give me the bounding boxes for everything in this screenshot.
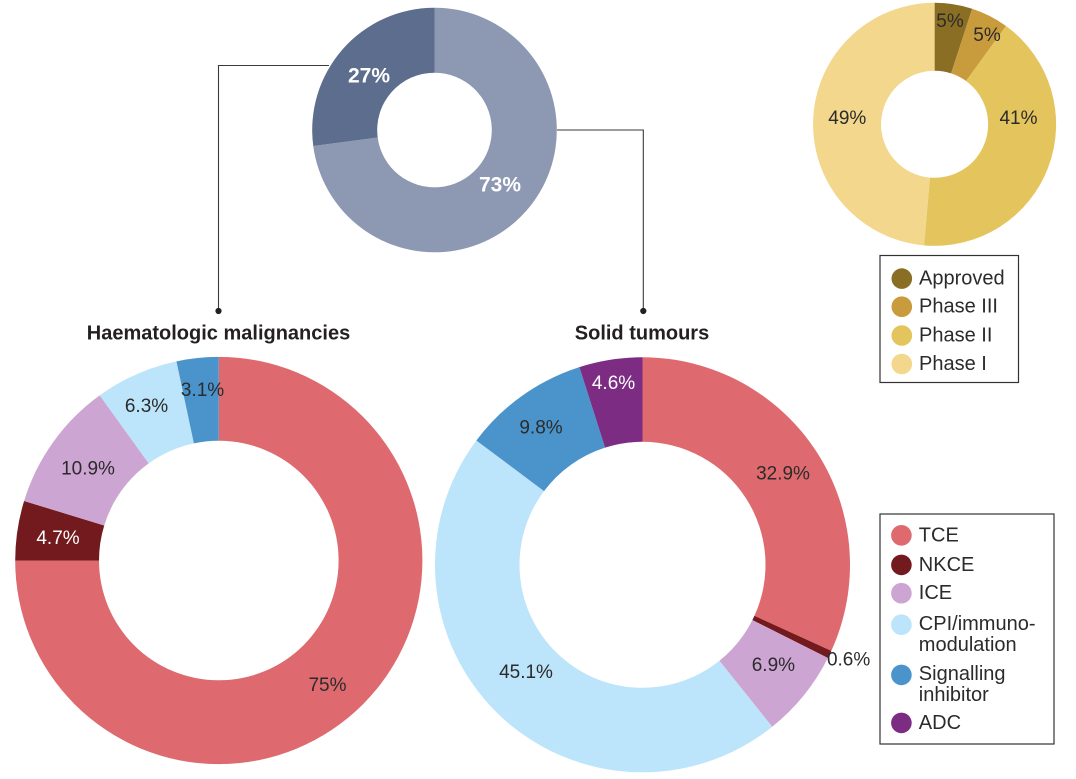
svg-text:10.9%: 10.9% [61,459,115,480]
svg-text:Haematologic malignancies: Haematologic malignancies [87,323,350,345]
svg-text:TCE: TCE [919,524,959,546]
svg-text:Phase II: Phase II [919,325,992,347]
svg-text:9.8%: 9.8% [519,418,562,439]
svg-text:6.3%: 6.3% [125,396,168,417]
svg-text:Phase III: Phase III [919,296,998,318]
svg-text:0.6%: 0.6% [827,650,870,671]
svg-text:Signalling: Signalling [919,663,1006,685]
svg-text:inhibitor: inhibitor [919,684,989,706]
svg-text:27%: 27% [348,65,390,88]
svg-text:73%: 73% [479,174,521,197]
svg-text:NKCE: NKCE [919,554,975,576]
svg-text:Approved: Approved [919,268,1005,290]
svg-text:41%: 41% [999,108,1037,129]
svg-text:modulation: modulation [919,634,1017,656]
svg-text:4.6%: 4.6% [592,373,635,394]
svg-text:Solid tumours: Solid tumours [575,323,709,345]
svg-text:6.9%: 6.9% [752,655,795,676]
svg-text:32.9%: 32.9% [756,464,810,485]
svg-text:3.1%: 3.1% [181,380,224,401]
svg-text:75%: 75% [308,675,346,696]
svg-text:ADC: ADC [919,712,961,734]
svg-text:4.7%: 4.7% [36,528,79,549]
svg-text:Phase I: Phase I [919,353,987,375]
svg-text:CPI/immuno-: CPI/immuno- [919,613,1036,635]
svg-text:5%: 5% [936,11,964,32]
svg-text:49%: 49% [828,108,866,129]
svg-text:45.1%: 45.1% [499,662,553,683]
svg-text:ICE: ICE [919,582,952,604]
svg-text:5%: 5% [973,25,1001,46]
